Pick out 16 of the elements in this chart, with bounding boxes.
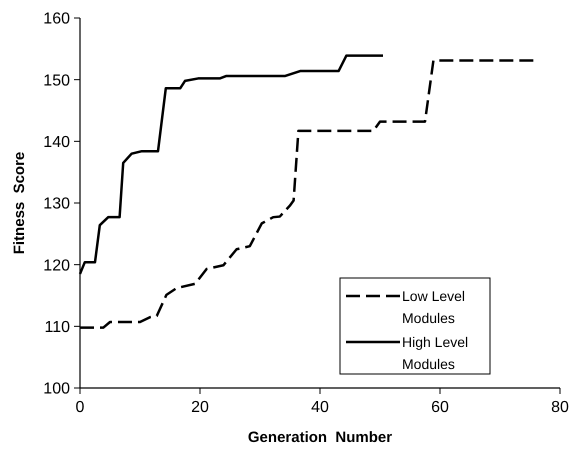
y-tick-label: 150 [43, 72, 70, 90]
y-tick-label: 110 [44, 318, 70, 336]
y-tick-label: 120 [43, 257, 70, 274]
y-tick-label: 160 [43, 10, 70, 28]
x-tick-label: 40 [311, 399, 329, 416]
y-tick-label: 100 [43, 380, 70, 398]
legend-label: Low Level Modules [402, 288, 466, 326]
x-tick-label: 60 [431, 399, 449, 416]
x-tick-label: 80 [551, 399, 569, 416]
y-tick-label: 130 [43, 196, 70, 213]
x-tick-label: 20 [191, 399, 209, 416]
y-tick-label: 140 [43, 134, 70, 151]
x-axis-title: Generation Number [248, 429, 392, 446]
x-tick-label: 0 [76, 399, 85, 416]
legend-label: High Level Modules [402, 334, 468, 372]
y-axis-title: Fitness Score [11, 152, 28, 254]
